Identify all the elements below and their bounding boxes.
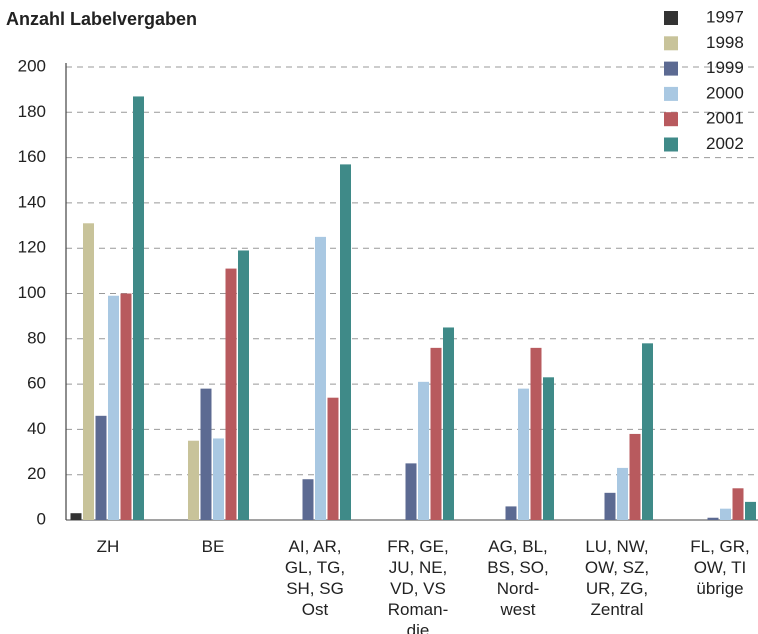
bar	[340, 164, 351, 520]
bar	[405, 463, 417, 520]
x-tick-label: AI, AR, GL, TG, SH, SG Ost	[285, 537, 345, 619]
bar	[327, 397, 339, 520]
bar	[707, 517, 719, 520]
legend-swatch	[664, 137, 678, 152]
y-tick-label: 100	[18, 283, 46, 302]
legend-swatch	[664, 112, 678, 127]
bar	[642, 343, 653, 520]
legend-swatch	[664, 36, 678, 51]
x-tick-label: ZH	[97, 537, 120, 556]
legend-label: 1998	[706, 33, 744, 52]
legend-swatch	[664, 61, 678, 76]
legend-label: 2001	[706, 109, 744, 128]
bar	[213, 438, 224, 520]
y-tick-label: 140	[18, 192, 46, 211]
bar	[530, 347, 542, 520]
bar	[315, 236, 326, 520]
y-tick-label: 80	[27, 328, 46, 347]
bar	[617, 467, 628, 520]
bar	[238, 250, 249, 520]
chart-title: Anzahl Labelvergaben	[6, 9, 197, 29]
bar	[120, 293, 132, 520]
bar	[720, 508, 731, 520]
legend-label: 1997	[706, 7, 744, 26]
x-tick-label: BE	[202, 537, 225, 556]
bar	[188, 440, 199, 520]
y-tick-label: 180	[18, 102, 46, 121]
bar	[200, 388, 212, 520]
bar	[302, 479, 314, 520]
bar	[518, 388, 529, 520]
y-tick-label: 0	[37, 509, 46, 528]
x-tick-label: AG, BL, BS, SO, Nord-west	[487, 537, 548, 619]
x-tick-label: FR, GE, JU, NE, VD, VS Roman-die	[387, 537, 448, 634]
y-tick-label: 200	[18, 56, 46, 75]
bar	[629, 433, 641, 520]
bar	[505, 506, 517, 520]
legend-label: 2002	[706, 134, 744, 153]
bar	[543, 377, 554, 520]
bar	[418, 381, 429, 520]
bar	[95, 415, 107, 520]
bar	[443, 327, 454, 520]
bar	[108, 295, 119, 520]
bar	[732, 488, 744, 520]
bar	[70, 513, 82, 520]
y-tick-label: 120	[18, 238, 46, 257]
x-tick-label: FL, GR, OW, TI übrige	[690, 537, 750, 598]
bar	[430, 347, 442, 520]
bar	[745, 501, 756, 520]
legend-label: 1999	[706, 58, 744, 77]
bar	[133, 96, 144, 520]
legend-label: 2000	[706, 83, 744, 102]
y-tick-label: 20	[27, 464, 46, 483]
y-tick-label: 40	[27, 419, 46, 438]
legend-swatch	[664, 11, 678, 25]
y-tick-label: 60	[27, 374, 46, 393]
bar	[225, 268, 237, 520]
x-tick-label: LU, NW, OW, SZ, UR, ZG, Zentral	[585, 537, 649, 619]
bar	[83, 223, 94, 520]
y-tick-label: 160	[18, 147, 46, 166]
bar	[604, 492, 616, 520]
legend-swatch	[664, 86, 678, 101]
